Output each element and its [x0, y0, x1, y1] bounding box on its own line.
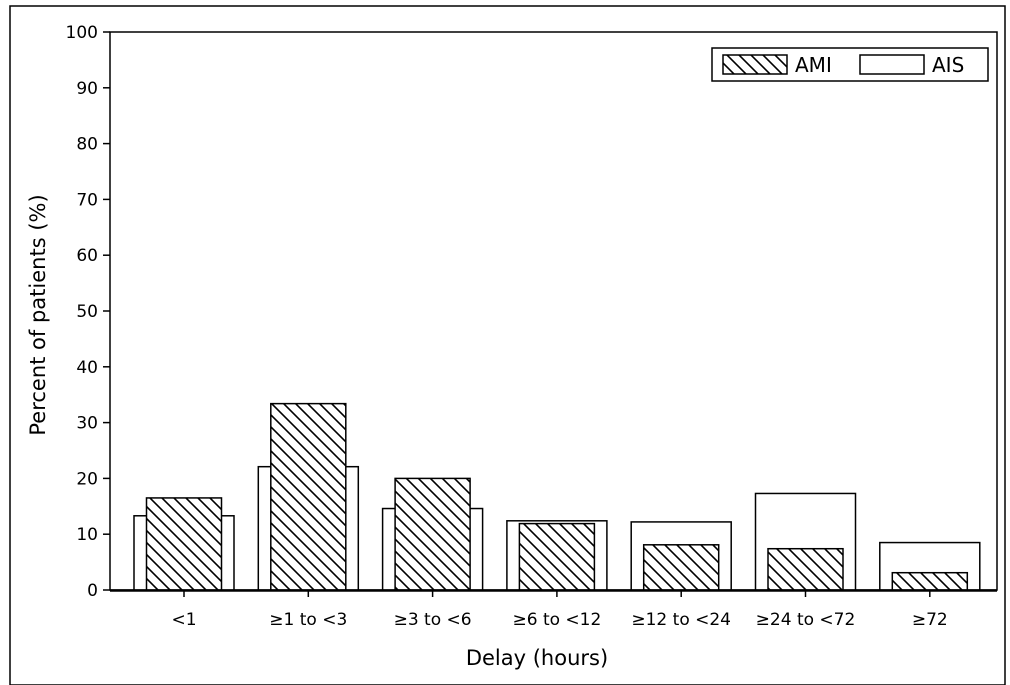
- legend-label-ami: AMI: [795, 53, 832, 77]
- legend-swatch-ami: [722, 54, 788, 75]
- legend: AMI AIS: [711, 47, 989, 82]
- x-category-label: ≥12 to <24: [631, 610, 731, 630]
- y-tick-label: 40: [76, 358, 98, 378]
- y-tick-label: 0: [87, 581, 98, 601]
- x-category-label: ≥3 to <6: [394, 610, 472, 630]
- bar-ami: [394, 477, 471, 591]
- x-category-label: ≥6 to <12: [512, 610, 601, 630]
- y-tick-label: 30: [76, 414, 98, 434]
- ami-bars: [145, 402, 969, 591]
- bar-ami: [145, 497, 223, 591]
- plot-frame: [109, 31, 998, 591]
- bar-ami: [518, 522, 596, 591]
- y-tick-label: 90: [76, 79, 98, 99]
- bar-ami: [270, 402, 347, 591]
- bar-ami: [642, 544, 720, 591]
- y-tick-label: 10: [76, 525, 98, 545]
- y-axis: 0 10 20 30 40 50 60 70 80 90 100: [66, 23, 110, 601]
- figure-border: [9, 5, 1006, 685]
- x-axis-title: Delay (hours): [466, 646, 608, 670]
- x-category-label: ≥1 to <3: [269, 610, 347, 630]
- legend-swatch-ais: [859, 54, 925, 75]
- y-tick-label: 80: [76, 135, 98, 155]
- bar-ami: [767, 547, 844, 591]
- x-category-label: ≥24 to <72: [756, 610, 856, 630]
- y-axis-title: Percent of patients (%): [26, 194, 50, 435]
- y-tick-label: 20: [76, 469, 98, 489]
- y-tick-label: 70: [76, 190, 98, 210]
- bar-ami: [891, 571, 969, 591]
- legend-label-ais: AIS: [932, 53, 964, 77]
- y-tick-label: 100: [66, 23, 98, 43]
- x-category-label: <1: [171, 610, 196, 630]
- x-category-label: ≥72: [912, 610, 948, 630]
- y-tick-label: 50: [76, 302, 98, 322]
- y-tick-label: 60: [76, 246, 98, 266]
- x-axis: <1 ≥1 to <3 ≥3 to <6 ≥6 to <12 ≥12 to <24 ≥24…: [171, 590, 948, 630]
